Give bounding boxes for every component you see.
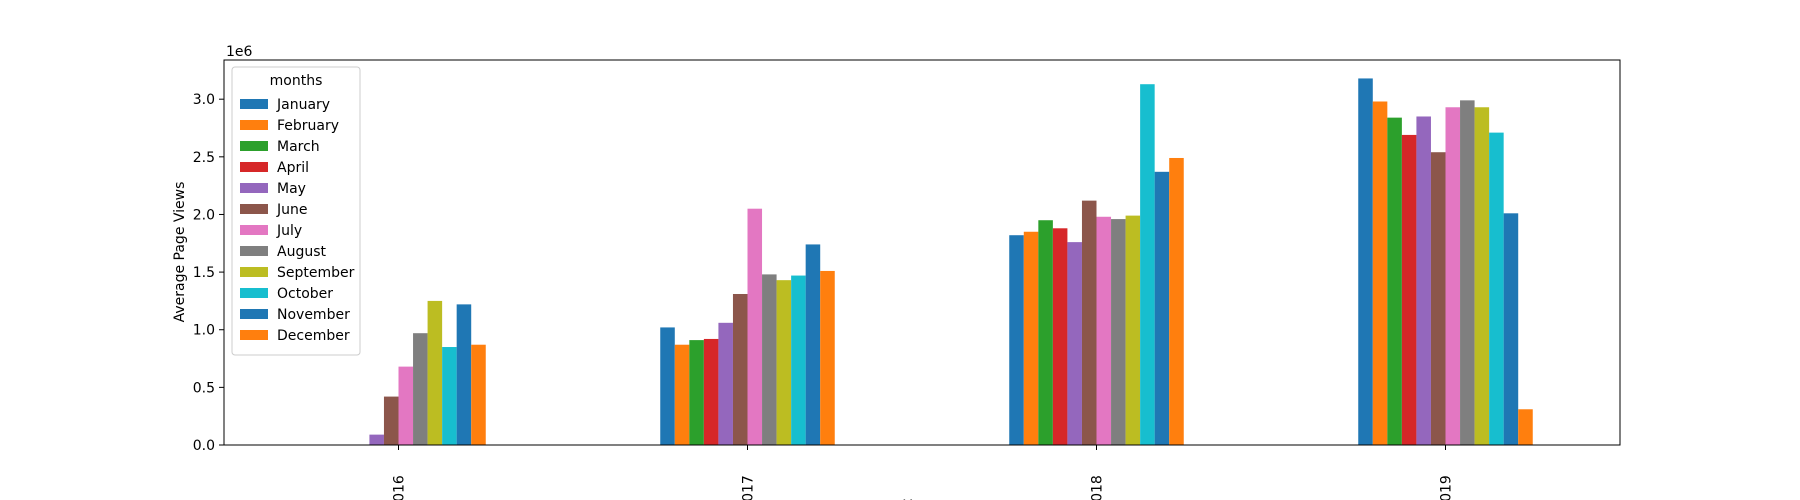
- bar: [1358, 78, 1373, 445]
- legend-label: November: [277, 307, 350, 323]
- legend-label: October: [277, 286, 333, 302]
- legend-box: [231, 66, 361, 356]
- x-tick-label: 2018: [1090, 475, 1106, 500]
- bar: [1401, 134, 1417, 445]
- bar: [1503, 213, 1519, 445]
- legend-swatch: [240, 141, 268, 151]
- bar: [413, 333, 428, 445]
- bar: [660, 327, 675, 445]
- bar: [1445, 107, 1461, 445]
- y-tick-label: 1.0: [193, 323, 215, 339]
- legend-title: months: [270, 73, 323, 89]
- bar: [1081, 200, 1097, 445]
- bar: [1416, 116, 1431, 446]
- bar: [1023, 231, 1039, 445]
- legend-label: February: [277, 118, 339, 134]
- bar: [1038, 220, 1053, 445]
- legend-label: May: [277, 181, 306, 197]
- bar: [1154, 171, 1170, 445]
- bar: [471, 344, 486, 445]
- bar: [1111, 219, 1126, 445]
- bar: [805, 244, 821, 445]
- bar: [747, 208, 763, 445]
- bar: [674, 344, 690, 445]
- x-axis-label: Years: [903, 498, 941, 500]
- bar: [1518, 409, 1533, 445]
- y-tick-label: 0.0: [193, 438, 215, 454]
- legend-label: March: [277, 139, 320, 155]
- plot-frame: [223, 59, 1621, 446]
- legend-swatch: [240, 162, 268, 172]
- bar: [398, 366, 414, 445]
- bar: [1387, 117, 1402, 445]
- bar: [703, 338, 719, 445]
- bar: [383, 396, 399, 445]
- bar: [442, 347, 457, 445]
- bar: [718, 322, 733, 445]
- legend-swatch: [240, 309, 268, 319]
- bar: [1430, 152, 1446, 445]
- bar: [1140, 84, 1155, 445]
- bar: [689, 340, 704, 445]
- y-axis-label: Average Page Views: [172, 182, 188, 323]
- bar: [1096, 216, 1112, 445]
- bar: [1474, 107, 1490, 445]
- legend-swatch: [240, 225, 268, 235]
- bar: [1372, 101, 1388, 445]
- legend-swatch: [240, 267, 268, 277]
- bar: [456, 304, 472, 445]
- y-tick-label: 2.5: [193, 150, 215, 166]
- bar: [1489, 132, 1504, 446]
- bar: [1052, 228, 1068, 445]
- y-tick-label: 1.5: [193, 265, 215, 281]
- y-offset-text: 1e6: [226, 44, 253, 60]
- legend-label: September: [277, 265, 355, 281]
- legend-swatch: [240, 99, 268, 109]
- legend-swatch: [240, 204, 268, 214]
- legend-label: June: [276, 202, 308, 218]
- legend-swatch: [240, 120, 268, 130]
- bar: [1009, 235, 1024, 445]
- bar: [1460, 100, 1475, 446]
- bar: [369, 434, 384, 445]
- bar: [427, 300, 443, 445]
- bar: [762, 274, 777, 445]
- bar: [732, 293, 748, 445]
- legend-swatch: [240, 183, 268, 193]
- bar: [776, 280, 792, 445]
- bar: [820, 270, 835, 445]
- legend-label: April: [277, 160, 309, 176]
- legend-label: January: [276, 97, 330, 113]
- legend-swatch: [240, 246, 268, 256]
- legend-swatch: [240, 330, 268, 340]
- bar: [1169, 157, 1184, 445]
- bar: [791, 275, 806, 445]
- legend-label: July: [276, 223, 302, 239]
- bar: [1125, 215, 1141, 445]
- x-tick-label: 2016: [392, 475, 408, 500]
- y-tick-label: 0.5: [193, 380, 215, 396]
- x-tick-label: 2017: [741, 475, 757, 500]
- x-tick-label: 2019: [1439, 475, 1455, 500]
- y-tick-label: 3.0: [193, 92, 215, 108]
- legend-label: August: [277, 244, 327, 260]
- legend-label: December: [277, 328, 350, 344]
- legend-swatch: [240, 288, 268, 298]
- y-tick-label: 2.0: [193, 207, 215, 223]
- bar: [1067, 242, 1082, 445]
